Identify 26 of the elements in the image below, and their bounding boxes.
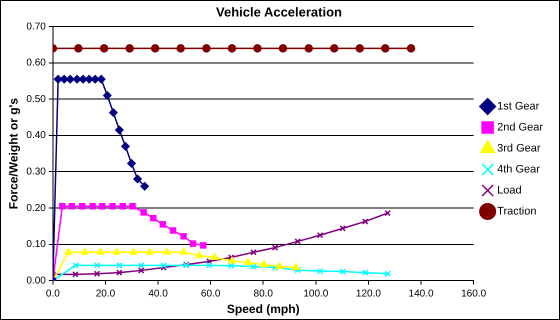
y-tick-label: 0.60 [26,58,46,69]
legend-label: 3rd Gear [497,142,541,155]
y-tick-label: 0.70 [26,21,46,32]
y-tick-label: 0.50 [26,94,46,105]
x-tick-label: 20.0 [96,288,116,300]
x-tick-label: 80.0 [254,288,274,300]
x-tick-label: 60.0 [200,288,221,300]
y-tick-label: 0.20 [26,202,46,214]
legend-label: Load [497,184,522,197]
x-tick-label: 160.0 [461,288,487,300]
legend-label: 1st Gear [497,100,540,113]
x-axis-title: Speed (mph) [226,302,300,316]
y-tick-label: 0.40 [26,130,46,142]
legend-label: 2nd Gear [497,122,544,134]
x-tick-label: 40.0 [148,288,168,300]
x-tick-label: 120.0 [356,288,382,300]
legend-label: Traction [497,206,536,218]
x-tick-label: 140.0 [408,288,434,300]
y-tick-label: 0.00 [26,275,46,286]
y-tick-label: 0.30 [26,166,46,178]
chart-title: Vehicle Acceleration [216,4,342,20]
y-tick-label: 0.10 [26,239,46,250]
y-axis-title: Force/Weight or g's [6,98,21,210]
legend-label: 4th Gear [497,164,540,176]
x-tick-label: 0.0 [46,288,60,300]
x-tick-label: 100.0 [303,288,329,300]
